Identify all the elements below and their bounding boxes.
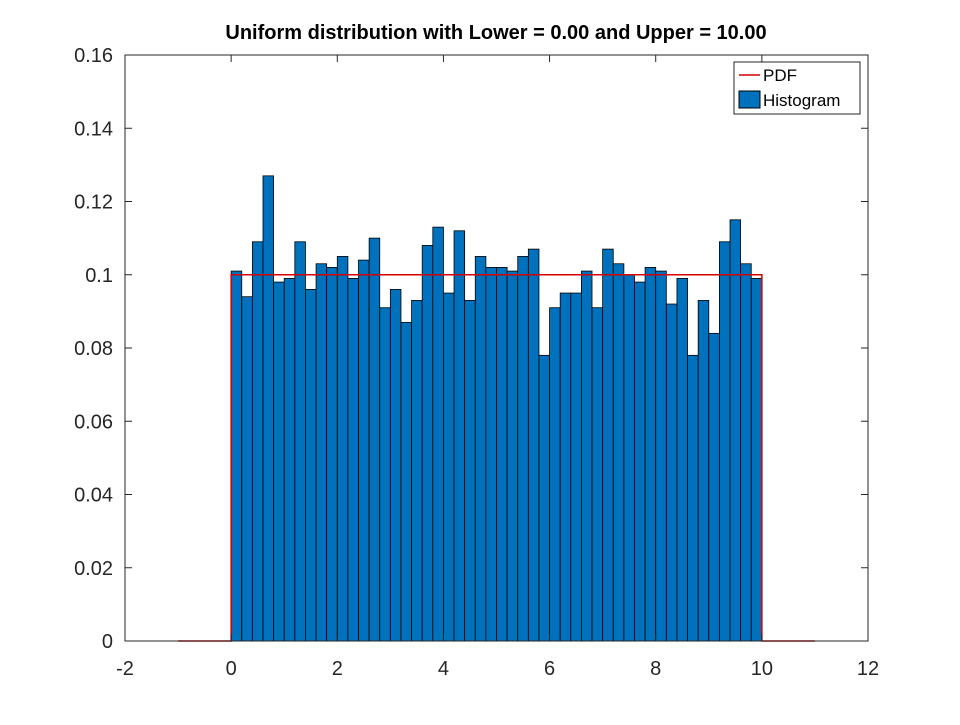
histogram-bar (719, 241, 731, 642)
histogram-bar (241, 296, 253, 642)
y-tick-label: 0.16 (74, 45, 113, 67)
chart-title: Uniform distribution with Lower = 0.00 a… (225, 22, 766, 44)
histogram-bar (740, 263, 752, 642)
histogram-bar (655, 270, 667, 642)
y-axis: 0 0.02 0.04 0.06 0.08 0.1 0.12 0.14 0.16 (74, 45, 868, 653)
histogram-bar (591, 307, 604, 642)
y-tick-label: 0.12 (74, 192, 113, 214)
histogram-bar (305, 288, 317, 642)
histogram-bar (549, 307, 561, 642)
histogram-bar (538, 354, 550, 642)
y-tick-label: 0.04 (74, 485, 113, 507)
histogram-bar (336, 256, 349, 642)
histogram-bar (687, 354, 699, 642)
histogram-bar (464, 299, 476, 642)
y-tick-label: 0 (102, 631, 113, 653)
legend-pdf-label: PDF (763, 66, 797, 85)
x-tick-label: 4 (438, 658, 449, 680)
histogram-bar (729, 219, 742, 642)
histogram-bar (559, 292, 572, 642)
histogram-bar (421, 245, 434, 642)
histogram-bars (230, 175, 763, 642)
histogram-bar (283, 278, 296, 642)
histogram-bar (379, 307, 391, 642)
histogram-bar (581, 270, 593, 642)
histogram-bar (602, 248, 614, 642)
histogram-bar (347, 278, 359, 642)
histogram-bar (612, 263, 625, 642)
histogram-bar (262, 175, 275, 642)
x-tick-label: 10 (751, 658, 773, 680)
histogram-bar (368, 237, 381, 642)
histogram-bar (644, 267, 657, 642)
histogram-bar (496, 267, 508, 642)
histogram-bar (750, 278, 763, 642)
histogram-bar (294, 241, 306, 642)
histogram-bar (443, 292, 455, 642)
histogram-bar (634, 281, 646, 642)
y-tick-label: 0.06 (74, 411, 113, 433)
histogram-bar (570, 292, 582, 642)
histogram-bar (665, 303, 678, 642)
histogram-bar (623, 274, 635, 642)
histogram-bar (389, 288, 402, 642)
histogram-bar (432, 226, 444, 642)
histogram-bar (485, 267, 497, 642)
y-tick-label: 0.1 (85, 265, 113, 287)
x-tick-label: 0 (226, 658, 237, 680)
y-tick-label: 0.08 (74, 338, 113, 360)
histogram-bar (251, 241, 264, 642)
histogram-bar (411, 299, 423, 642)
legend: PDF Histogram (733, 61, 861, 115)
histogram-bar (358, 259, 370, 642)
histogram-bar (506, 270, 519, 642)
x-tick-label: 8 (650, 658, 661, 680)
x-tick-label: 6 (544, 658, 555, 680)
histogram-bar (517, 256, 529, 642)
y-tick-label: 0.14 (74, 118, 113, 140)
histogram-bar (273, 281, 285, 642)
histogram-bar (326, 267, 338, 642)
legend-histogram-label: Histogram (763, 91, 840, 110)
histogram-bar (315, 263, 328, 642)
x-tick-label: -2 (116, 658, 134, 680)
histogram-bar (527, 248, 540, 642)
histogram-bar (230, 270, 243, 642)
legend-histogram-swatch (738, 90, 761, 109)
histogram-bar (474, 256, 487, 642)
histogram-bar (676, 278, 688, 642)
histogram-bar (453, 230, 466, 642)
x-axis: -2 0 2 4 6 8 10 12 (116, 55, 879, 680)
histogram-bar (400, 321, 412, 642)
y-tick-label: 0.02 (74, 558, 113, 580)
histogram-bar (708, 332, 720, 642)
x-tick-label: 2 (332, 658, 343, 680)
histogram-bar (697, 299, 710, 642)
x-tick-label: 12 (857, 658, 879, 680)
